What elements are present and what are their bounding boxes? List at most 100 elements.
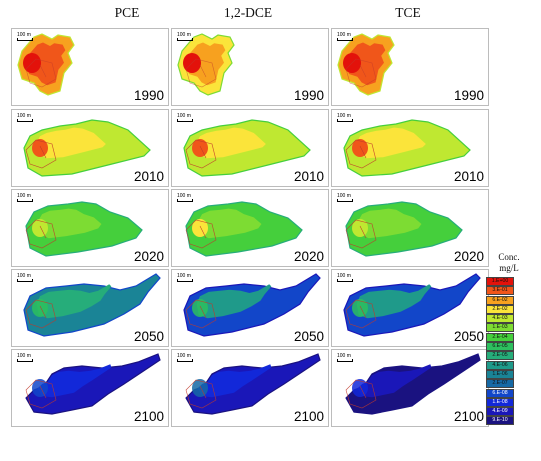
scale-bar: 100 m <box>337 32 353 41</box>
year-label: 1990 <box>293 88 324 103</box>
year-label: 2020 <box>453 249 484 264</box>
plume-map-12dce-2010: 100 m 2010 <box>171 109 329 187</box>
concentration-legend: Conc. mg/L 1.E+00 3.E-01 6.E-02 2.E-02 4.E-0… <box>486 252 538 426</box>
legend-title: Conc. mg/L <box>486 252 532 274</box>
scale-bar-line <box>177 359 193 362</box>
legend-item: 4.E-03 <box>486 314 538 324</box>
legend-item: 1.E-06 <box>486 369 538 379</box>
scale-bar-line <box>177 279 193 282</box>
plume-shape <box>343 119 471 177</box>
legend-item: 6.E-08 <box>486 388 538 398</box>
scale-bar: 100 m <box>17 273 33 282</box>
scale-bar-line <box>337 38 353 41</box>
scale-bar-line <box>177 119 193 122</box>
scale-bar-line <box>337 199 353 202</box>
year-label: 1990 <box>133 88 164 103</box>
legend-label: 2.E-05 <box>492 352 508 359</box>
plume-shape <box>17 33 75 96</box>
scale-bar-line <box>17 279 33 282</box>
plume-mid-zone <box>346 42 386 86</box>
year-label: 2010 <box>293 169 324 184</box>
legend-item: 6.E-05 <box>486 342 538 352</box>
scale-bar-label: 100 m <box>337 32 351 38</box>
legend-label: 1.E-03 <box>492 324 508 331</box>
legend-swatch <box>486 304 514 314</box>
plume-shape <box>25 353 161 415</box>
year-label: 1990 <box>453 88 484 103</box>
legend-swatch <box>486 351 514 361</box>
scale-bar: 100 m <box>177 193 193 202</box>
column-header-tce: TCE <box>395 5 421 20</box>
scale-bar-label: 100 m <box>337 353 351 359</box>
legend-item: 4.E-09 <box>486 407 538 417</box>
plume-map-pce-2100: 100 m 2100 <box>11 349 169 427</box>
plume-map-tce-2020: 100 m 2020 <box>331 189 489 267</box>
scale-bar: 100 m <box>337 113 353 122</box>
scale-bar-label: 100 m <box>17 353 31 359</box>
legend-label: 4.E-06 <box>492 361 508 368</box>
scale-bar-label: 100 m <box>17 193 31 199</box>
plume-mid-zone <box>36 284 112 319</box>
plume-core-zone <box>352 299 368 317</box>
scale-bar-line <box>177 38 193 41</box>
plume-shape <box>25 201 143 257</box>
scale-bar-line <box>17 199 33 202</box>
plume-shape <box>345 201 463 257</box>
legend-label: 6.E-05 <box>492 343 508 350</box>
legend-swatch <box>486 323 514 333</box>
plume-core-zone <box>352 219 368 237</box>
legend-swatch <box>486 369 514 379</box>
site-boundary-lines <box>345 58 377 88</box>
plume-core-zone <box>352 139 368 157</box>
plume-mid-zone <box>356 284 432 319</box>
legend-swatch <box>486 407 514 417</box>
plume-map-pce-2010: 100 m 2010 <box>11 109 169 187</box>
year-label: 2050 <box>133 329 164 344</box>
legend-label: 4.E-09 <box>492 408 508 415</box>
scale-bar: 100 m <box>17 113 33 122</box>
column-header-12dce: 1,2-DCE <box>223 5 273 20</box>
scale-bar-label: 100 m <box>337 273 351 279</box>
site-boundary-lines <box>25 299 57 329</box>
legend-swatch <box>486 314 514 324</box>
year-label: 2050 <box>453 329 484 344</box>
site-boundary-lines <box>185 299 217 329</box>
legend-item: 1.E-08 <box>486 397 538 407</box>
legend-swatch <box>486 286 514 296</box>
column-header-pce: PCE <box>114 5 140 20</box>
plume-outer-zone <box>185 353 321 415</box>
legend-swatch <box>486 277 514 286</box>
plume-map-12dce-2020: 100 m 2020 <box>171 189 329 267</box>
year-label: 2020 <box>293 249 324 264</box>
scale-bar: 100 m <box>177 113 193 122</box>
scale-bar-line <box>337 359 353 362</box>
site-boundary-lines <box>345 219 377 249</box>
scale-bar: 100 m <box>17 353 33 362</box>
site-boundary-lines <box>185 139 217 169</box>
legend-item: 1.E+00 <box>486 277 538 286</box>
scale-bar: 100 m <box>177 32 193 41</box>
scale-bar-line <box>17 38 33 41</box>
scale-bar: 100 m <box>337 353 353 362</box>
plume-outer-zone <box>345 353 481 415</box>
plume-shape <box>177 33 235 96</box>
legend-item: 4.E-06 <box>486 360 538 370</box>
plume-shape <box>343 273 481 337</box>
plume-mid-zone <box>186 42 226 86</box>
legend-swatch <box>486 388 514 398</box>
legend-label: 4.E-03 <box>492 315 508 322</box>
year-label: 2100 <box>293 409 324 424</box>
year-label: 2010 <box>133 169 164 184</box>
site-boundary-lines <box>345 139 377 169</box>
legend-label: 3.E-01 <box>492 287 508 294</box>
scale-bar: 100 m <box>337 193 353 202</box>
legend-swatch <box>486 342 514 352</box>
legend-item: 3.E-01 <box>486 286 538 296</box>
legend-label: 6.E-08 <box>492 389 508 396</box>
year-label: 2100 <box>133 409 164 424</box>
legend-swatch <box>486 379 514 389</box>
plume-shape <box>345 353 481 415</box>
scale-bar: 100 m <box>337 273 353 282</box>
legend-label: 1.E-06 <box>492 370 508 377</box>
legend-swatch <box>486 332 514 342</box>
